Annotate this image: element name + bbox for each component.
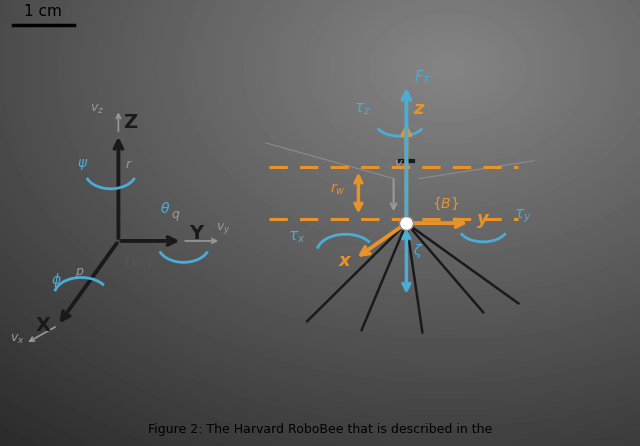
Text: $\theta$: $\theta$ — [160, 202, 170, 216]
Text: $v_y$: $v_y$ — [216, 222, 231, 236]
Text: X: X — [35, 316, 50, 334]
Text: $\tau_z$: $\tau_z$ — [354, 101, 371, 117]
Text: $\tau_y$: $\tau_y$ — [514, 208, 531, 225]
Text: $v_z$: $v_z$ — [90, 103, 104, 116]
Text: Figure 2: The Harvard RoboBee that is described in the: Figure 2: The Harvard RoboBee that is de… — [148, 423, 492, 436]
Text: $p$: $p$ — [75, 266, 84, 280]
Text: $v_x$: $v_x$ — [10, 333, 24, 346]
Text: x: x — [339, 252, 351, 270]
Text: $\tau_x$: $\tau_x$ — [288, 229, 305, 244]
Text: Y: Y — [189, 224, 203, 243]
Text: $q$: $q$ — [171, 209, 180, 223]
Text: $\{B\}$: $\{B\}$ — [432, 196, 460, 212]
Text: $\{W\}$: $\{W\}$ — [122, 254, 153, 270]
Text: z: z — [413, 100, 423, 118]
Text: Z: Z — [124, 113, 138, 132]
Text: 1 cm: 1 cm — [24, 4, 62, 19]
Text: $\zeta$: $\zeta$ — [413, 242, 423, 260]
Text: y: y — [477, 210, 488, 227]
Text: $\phi$: $\phi$ — [51, 271, 62, 289]
Text: $\psi$: $\psi$ — [77, 157, 88, 172]
Text: $r$: $r$ — [125, 157, 132, 170]
Text: $F_T$: $F_T$ — [414, 68, 432, 87]
Text: $v_w$: $v_w$ — [394, 159, 410, 172]
Text: $r_w$: $r_w$ — [330, 182, 346, 198]
